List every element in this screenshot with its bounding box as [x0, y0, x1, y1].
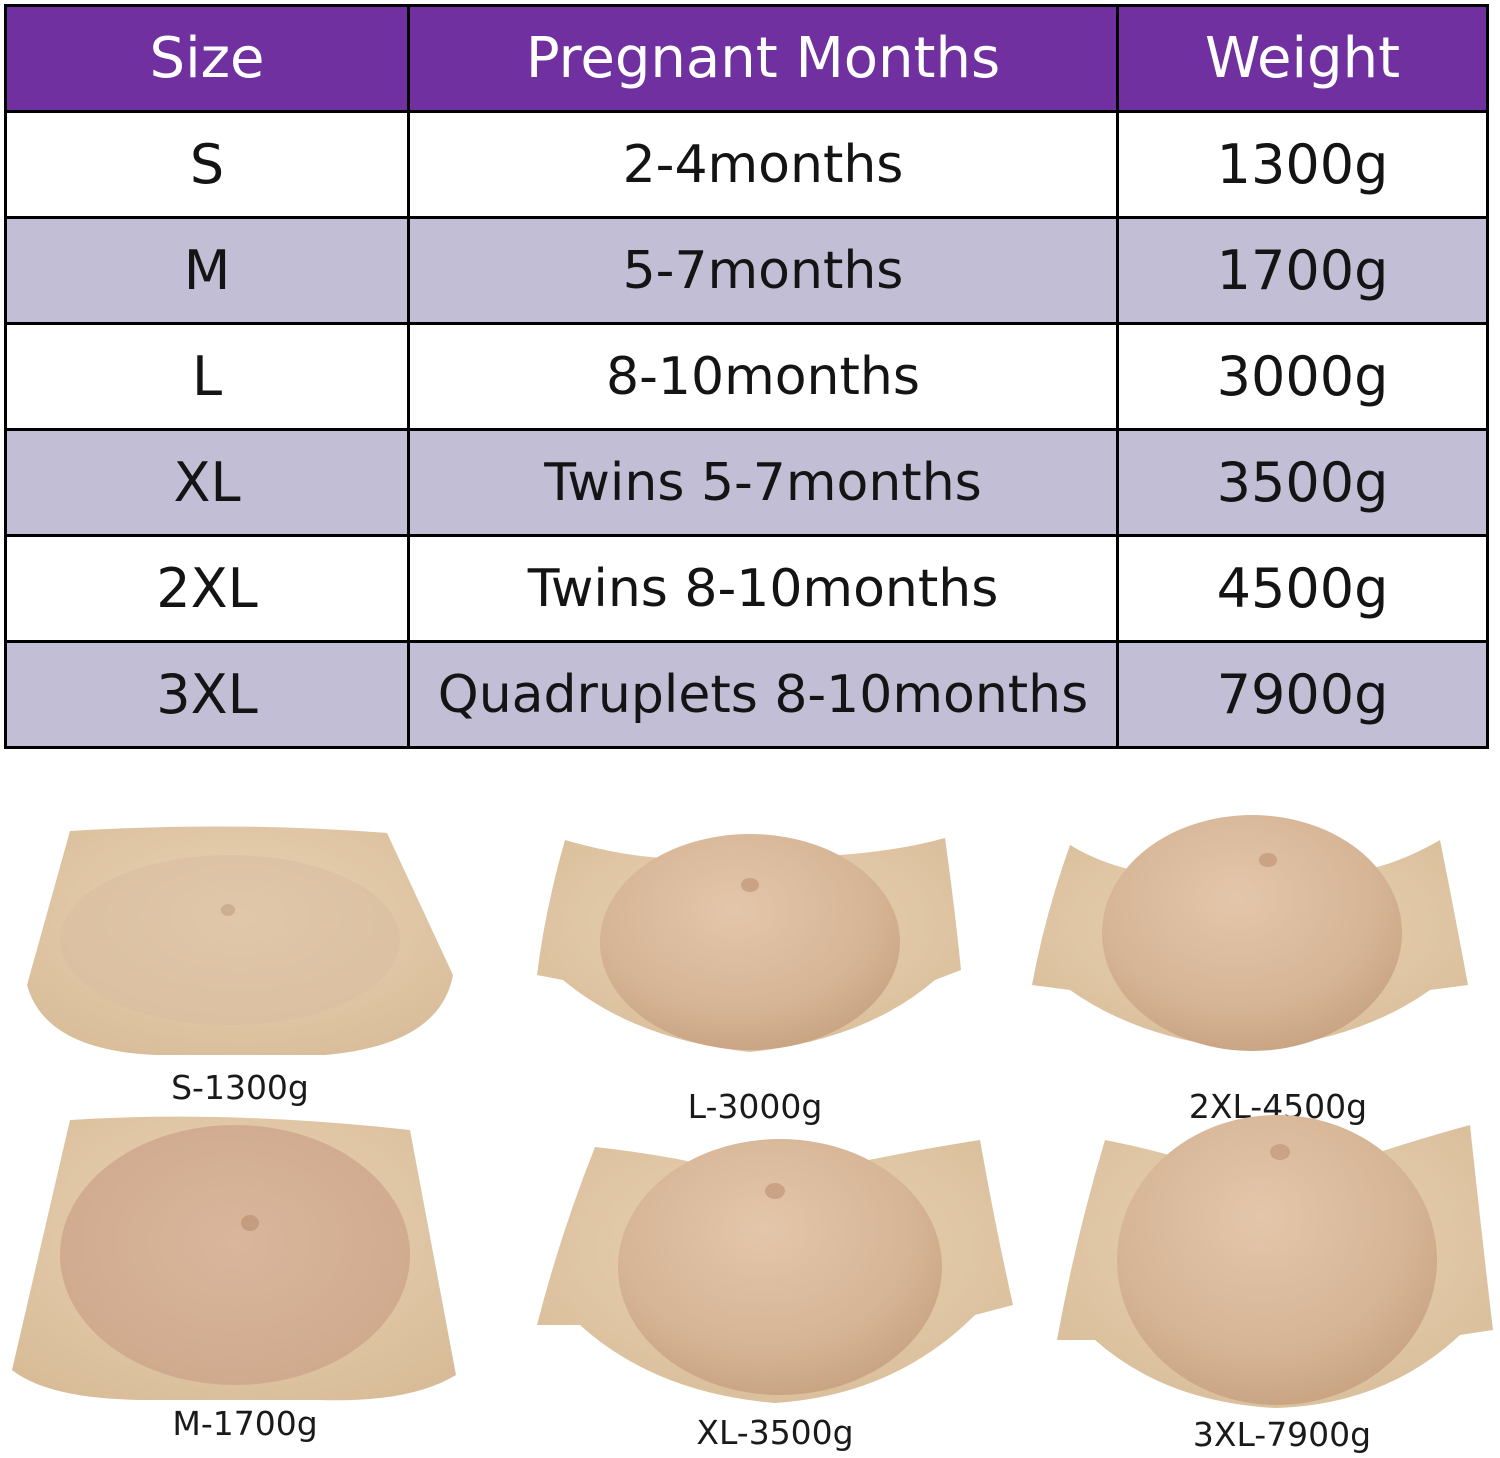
size-chart-table: Size Pregnant Months Weight S 2-4months …: [4, 4, 1489, 749]
header-pregnant-months: Pregnant Months: [407, 4, 1119, 113]
header-size: Size: [4, 4, 410, 113]
belly-xl-image: [537, 1139, 1013, 1403]
belly-photo-3xl: [1055, 1110, 1495, 1410]
caption-xl: XL-3500g: [696, 1413, 854, 1452]
weight-cell: 3000g: [1116, 322, 1489, 431]
caption-m: M-1700g: [172, 1404, 318, 1443]
caption-3xl: 3XL-7900g: [1192, 1415, 1372, 1454]
months-cell: Twins 5-7months: [407, 428, 1119, 537]
belly-l-image: [537, 834, 961, 1052]
caption-l: L-3000g: [687, 1087, 823, 1126]
table-header-row: Size Pregnant Months Weight: [4, 4, 1489, 113]
weight-cell: 1700g: [1116, 216, 1489, 325]
header-weight: Weight: [1116, 4, 1489, 113]
months-cell: 5-7months: [407, 216, 1119, 325]
weight-cell: 4500g: [1116, 534, 1489, 643]
months-cell: 8-10months: [407, 322, 1119, 431]
belly-2xl-image: [1032, 815, 1468, 1051]
belly-3xl-image: [1057, 1115, 1493, 1408]
caption-s: S-1300g: [171, 1068, 309, 1107]
months-cell: Quadruplets 8-10months: [407, 640, 1119, 749]
table-row: M 5-7months 1700g: [4, 216, 1489, 325]
belly-photo-2xl: [1030, 815, 1470, 1055]
belly-photo-m: [10, 1115, 460, 1405]
weight-cell: 1300g: [1116, 110, 1489, 219]
months-cell: Twins 8-10months: [407, 534, 1119, 643]
table-row: L 8-10months 3000g: [4, 322, 1489, 431]
table-row: 3XL Quadruplets 8-10months 7900g: [4, 640, 1489, 749]
months-cell: 2-4months: [407, 110, 1119, 219]
table-row: S 2-4months 1300g: [4, 110, 1489, 219]
belly-photo-l: [535, 830, 965, 1060]
belly-photo-s: [25, 825, 455, 1060]
size-cell: 3XL: [4, 640, 410, 749]
size-cell: L: [4, 322, 410, 431]
size-cell: 2XL: [4, 534, 410, 643]
size-cell: S: [4, 110, 410, 219]
weight-cell: 7900g: [1116, 640, 1489, 749]
table-row: 2XL Twins 8-10months 4500g: [4, 534, 1489, 643]
belly-s-image: [27, 826, 453, 1055]
belly-m-image: [12, 1116, 456, 1401]
weight-cell: 3500g: [1116, 428, 1489, 537]
belly-photo-xl: [535, 1135, 1015, 1405]
table-row: XL Twins 5-7months 3500g: [4, 428, 1489, 537]
size-cell: XL: [4, 428, 410, 537]
size-cell: M: [4, 216, 410, 325]
